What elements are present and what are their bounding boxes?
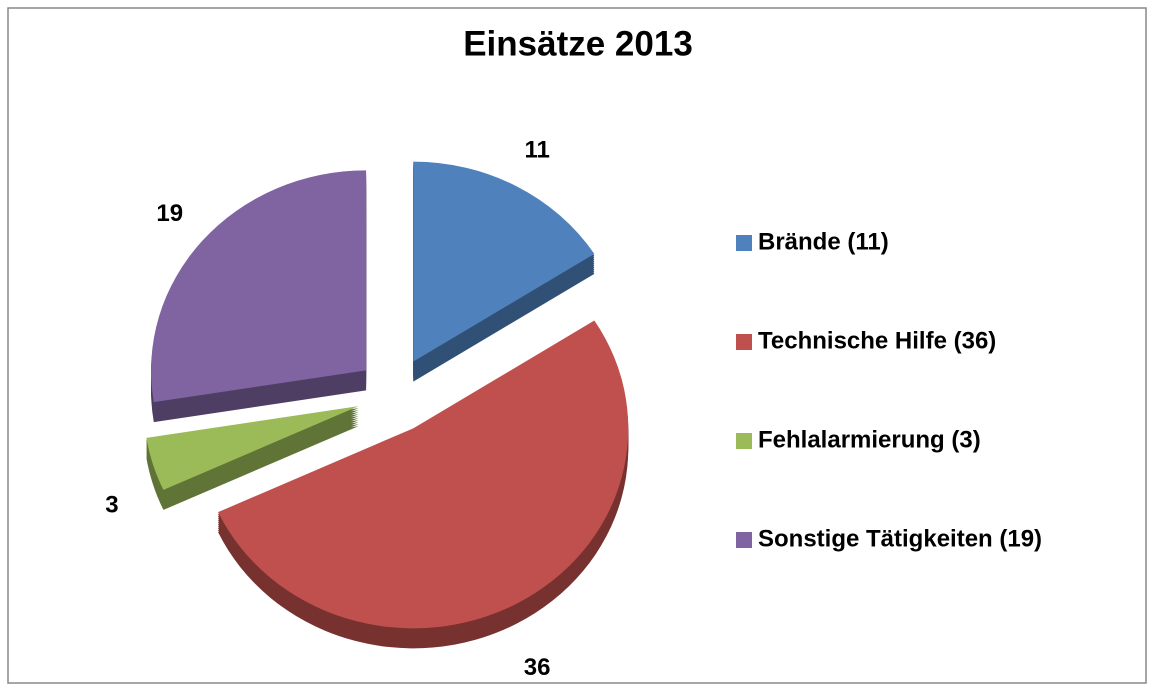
- data-label: 36: [524, 654, 551, 681]
- legend-label: Brände (11): [758, 228, 889, 255]
- pie-slice: [218, 320, 629, 629]
- data-label: 3: [105, 491, 118, 518]
- legend-swatch: [736, 235, 752, 251]
- data-label: 19: [156, 200, 183, 227]
- pie-slice: [146, 406, 359, 490]
- legend-label: Fehlalarmierung (3): [758, 426, 981, 453]
- legend-label: Technische Hilfe (36): [758, 327, 996, 354]
- pie-slice: [151, 170, 367, 403]
- pie-slice: [413, 161, 595, 362]
- legend-label: Sonstige Tätigkeiten (19): [758, 525, 1042, 552]
- legend-swatch: [736, 334, 752, 350]
- data-label: 11: [524, 136, 549, 163]
- legend-swatch: [736, 532, 752, 548]
- legend-swatch: [736, 433, 752, 449]
- chart-title: Einsätze 2013: [463, 24, 693, 63]
